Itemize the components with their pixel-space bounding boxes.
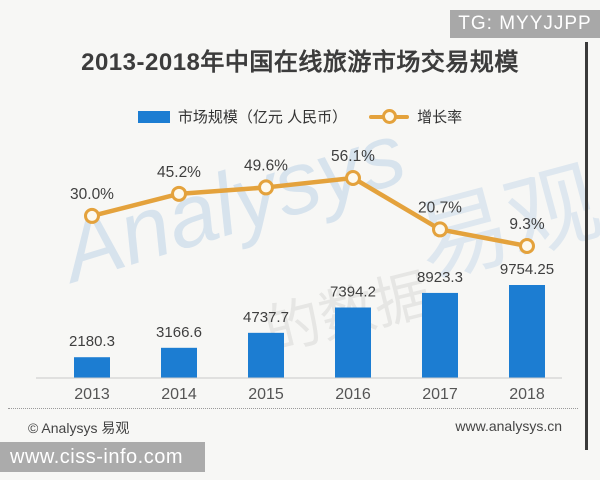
year-tick-label-2017: 2017 bbox=[422, 386, 458, 403]
legend-item-market-size: 市场规模（亿元 人民币） bbox=[137, 106, 348, 127]
growth-rate-marker-2016 bbox=[345, 169, 361, 186]
growth-rate-marker-2013 bbox=[84, 207, 100, 224]
footer-website-link[interactable]: www.analysys.cn bbox=[455, 418, 562, 434]
year-tick-label-2015: 2015 bbox=[248, 386, 284, 403]
legend-label-growth-rate: 增长率 bbox=[417, 109, 463, 126]
legend-label-market-size: 市场规模（亿元 人民币） bbox=[177, 109, 348, 126]
bar-value-label-2015: 4737.7 bbox=[243, 309, 289, 326]
growth-rate-label-2015: 49.6% bbox=[244, 157, 288, 174]
watermark-badge-bottom: www.ciss-info.com bbox=[0, 442, 205, 472]
growth-rate-marker-2014 bbox=[171, 185, 187, 202]
bar-2016 bbox=[335, 307, 371, 378]
footer-divider bbox=[8, 408, 578, 409]
chart-legend: 市场规模（亿元 人民币） 增长率 bbox=[0, 106, 600, 127]
bar-value-label-2014: 3166.6 bbox=[156, 324, 202, 341]
bar-value-label-2018: 9754.25 bbox=[500, 261, 554, 278]
line-series-swatch-icon bbox=[369, 109, 410, 124]
bar-series-swatch-icon bbox=[137, 110, 170, 123]
growth-rate-label-2016: 56.1% bbox=[331, 148, 375, 165]
year-tick-label-2016: 2016 bbox=[335, 386, 371, 403]
scan-edge-artifact bbox=[585, 42, 588, 450]
bar-2015 bbox=[248, 332, 284, 378]
growth-rate-label-2018: 9.3% bbox=[509, 216, 545, 233]
year-tick-label-2013: 2013 bbox=[74, 386, 110, 403]
bar-2018 bbox=[509, 285, 545, 378]
footer: © Analysys 易观 www.analysys.cn bbox=[0, 416, 600, 436]
legend-item-growth-rate: 增长率 bbox=[369, 106, 462, 127]
bar-value-label-2016: 7394.2 bbox=[330, 284, 376, 301]
footer-copyright: © Analysys 易观 bbox=[28, 420, 130, 436]
bar-2013 bbox=[74, 357, 110, 378]
chart-plot-area: 2180.3 3166.6 4737.7 7394.2 8923.3 9754.25 201… bbox=[36, 148, 562, 403]
growth-rate-line bbox=[89, 175, 530, 249]
growth-rate-label-2014: 45.2% bbox=[157, 164, 201, 181]
watermark-badge-top: TG: MYYJJPP bbox=[450, 10, 600, 38]
bar-2014 bbox=[161, 347, 197, 378]
growth-rate-label-2013: 30.0% bbox=[70, 186, 114, 203]
bar-value-label-2017: 8923.3 bbox=[417, 269, 463, 286]
bar-value-label-2013: 2180.3 bbox=[69, 333, 115, 350]
bar-2017 bbox=[422, 292, 458, 378]
growth-rate-label-2017: 20.7% bbox=[418, 199, 462, 216]
growth-rate-marker-2017 bbox=[432, 221, 448, 238]
year-tick-label-2014: 2014 bbox=[161, 386, 197, 403]
chart-title: 2013-2018年中国在线旅游市场交易规模 bbox=[81, 49, 519, 76]
growth-rate-marker-2018 bbox=[519, 237, 535, 254]
year-tick-label-2018: 2018 bbox=[509, 386, 545, 403]
growth-rate-marker-2015 bbox=[258, 179, 274, 196]
